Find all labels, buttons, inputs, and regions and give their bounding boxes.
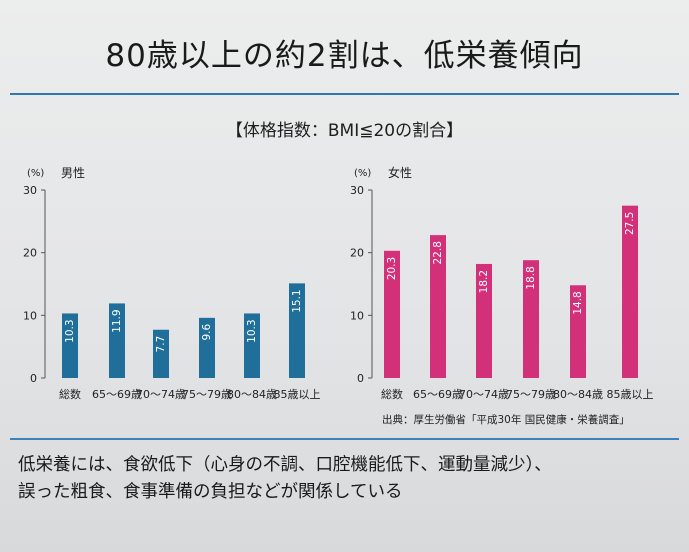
chart-1-value-label: 7.7 [155, 336, 167, 353]
chart-1-category-label: 85歳以上 [274, 388, 321, 401]
chart-2-value-label: 27.5 [624, 212, 636, 235]
title-divider [10, 93, 679, 95]
body-text: 低栄養には、食欲低下（心身の不調、口腔機能低下、運動量減少）、 誤った粗食、食事… [18, 452, 678, 506]
chart-2-value-label: 14.8 [572, 291, 584, 314]
chart-1-y-tick-label: 30 [23, 184, 37, 197]
chart-2-y-tick-label: 10 [350, 309, 364, 322]
chart-1-bar [199, 317, 215, 378]
chart-2-bar [523, 260, 539, 378]
chart-1-panel-title: 男性 [61, 166, 85, 180]
chart-2-value-label: 18.8 [525, 266, 537, 289]
chart-1-category-label: 総数 [59, 387, 81, 401]
chart-1-bar [62, 313, 78, 378]
chart-2-category-label: 80〜84歳 [553, 388, 603, 401]
chart-2-category-label: 総数 [381, 387, 403, 401]
chart-2-value-label: 20.3 [386, 257, 398, 280]
chart-2-y-unit: (%) [354, 168, 371, 179]
chart-2-category-label: 85歳以上 [607, 388, 654, 401]
chart-2-value-label: 22.8 [432, 241, 444, 264]
body-text-line-1: 低栄養には、食欲低下（心身の不調、口腔機能低下、運動量減少）、 [18, 455, 552, 475]
chart-2-panel-title: 女性 [388, 165, 412, 180]
chart-2-category-label: 65〜69歳 [413, 388, 463, 401]
chart-1-y-unit: (%) [27, 168, 44, 179]
chart-2-category-label: 75〜79歳 [506, 388, 556, 401]
chart-2-bar [430, 235, 446, 378]
chart-1-bar [153, 329, 169, 378]
chart-1-value-label: 10.3 [64, 319, 76, 342]
chart-2-bar [384, 250, 400, 378]
chart-1-value-label: 11.9 [111, 309, 123, 332]
chart-1-category-label: 70〜74歳 [136, 388, 186, 401]
chart-1-y-tick-label: 0 [30, 372, 37, 385]
chart-1-value-label: 15.1 [291, 289, 303, 312]
chart-1-y-tick-label: 10 [23, 309, 37, 322]
chart-2-category-label: 70〜74歳 [459, 388, 509, 401]
chart-2-y-tick-label: 20 [350, 247, 364, 260]
chart-2-bar [622, 205, 638, 378]
chart-2-bar [570, 285, 586, 378]
body-divider [10, 438, 679, 440]
chart-1-y-tick-label: 20 [23, 247, 37, 260]
chart-1-bar [244, 313, 260, 378]
slide-title: 80歳以上の約2割は、低栄養傾向 [105, 38, 584, 74]
chart-2-bar [476, 263, 492, 378]
chart-subtitle: 【体格指数：BMI≦20の割合】 [225, 121, 464, 141]
chart-1-value-label: 10.3 [246, 319, 258, 342]
body-text-line-2: 誤った粗食、食事準備の負担などが関係している [18, 482, 403, 502]
chart-1-value-label: 9.6 [201, 324, 213, 341]
chart-2-value-label: 18.2 [478, 270, 490, 293]
chart-1-category-label: 65〜69歳 [92, 388, 142, 401]
chart-1-category-label: 80〜84歳 [227, 388, 277, 401]
source-note: 出典：厚生労働省「平成30年 国民健康・栄養調査」 [382, 414, 630, 426]
chart-1-bar [109, 303, 125, 378]
chart-1-category-label: 75〜79歳 [182, 388, 232, 401]
chart-2-y-tick-label: 0 [357, 372, 364, 385]
chart-1-bar [289, 283, 305, 378]
chart-2-y-tick-label: 30 [350, 184, 364, 197]
